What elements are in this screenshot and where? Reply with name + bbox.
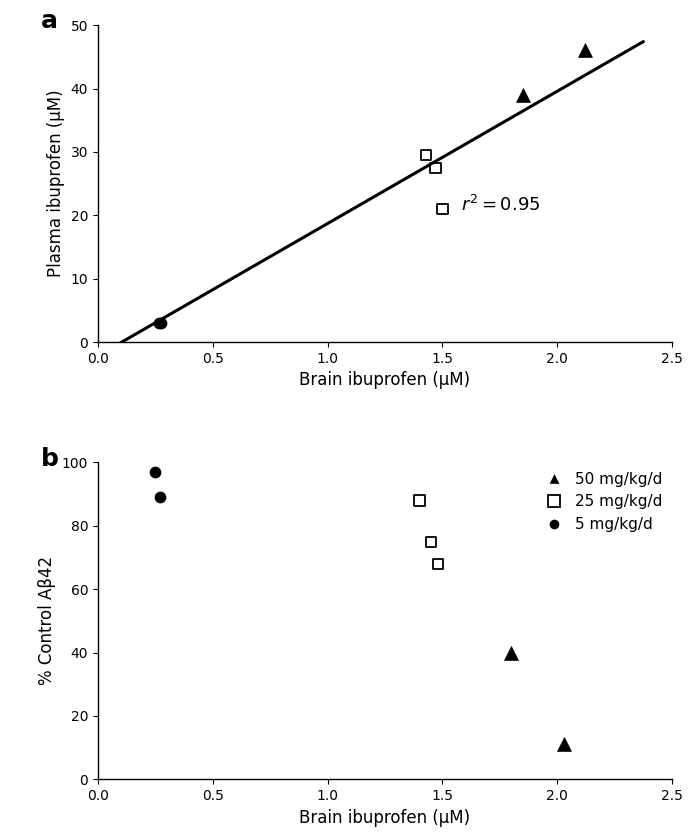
25 mg/kg/d (432, 557, 443, 571)
Point (155, 316, 167, 329)
Text: a: a (41, 9, 57, 34)
Point (579, 44, 590, 57)
Point (153, 316, 164, 329)
Y-axis label: Plasma ibuprofen (μM): Plasma ibuprofen (μM) (47, 90, 65, 277)
Text: $r^2 = 0.95$: $r^2 = 0.95$ (461, 195, 540, 215)
5 mg/kg/d (150, 465, 161, 478)
Y-axis label: % Control Aβ42: % Control Aβ42 (38, 556, 56, 685)
Legend: 50 mg/kg/d, 25 mg/kg/d, 5 mg/kg/d: 50 mg/kg/d, 25 mg/kg/d, 5 mg/kg/d (533, 465, 669, 538)
X-axis label: Brain ibuprofen (μM): Brain ibuprofen (μM) (300, 371, 470, 390)
5 mg/kg/d (155, 490, 166, 504)
25 mg/kg/d (414, 494, 425, 507)
Text: b: b (41, 447, 59, 471)
Point (421, 148, 432, 162)
X-axis label: Brain ibuprofen (μM): Brain ibuprofen (μM) (300, 809, 470, 826)
50 mg/kg/d (505, 646, 517, 660)
Point (437, 202, 448, 215)
Point (430, 161, 441, 174)
Point (517, 88, 528, 101)
25 mg/kg/d (426, 535, 437, 548)
50 mg/kg/d (559, 737, 570, 751)
